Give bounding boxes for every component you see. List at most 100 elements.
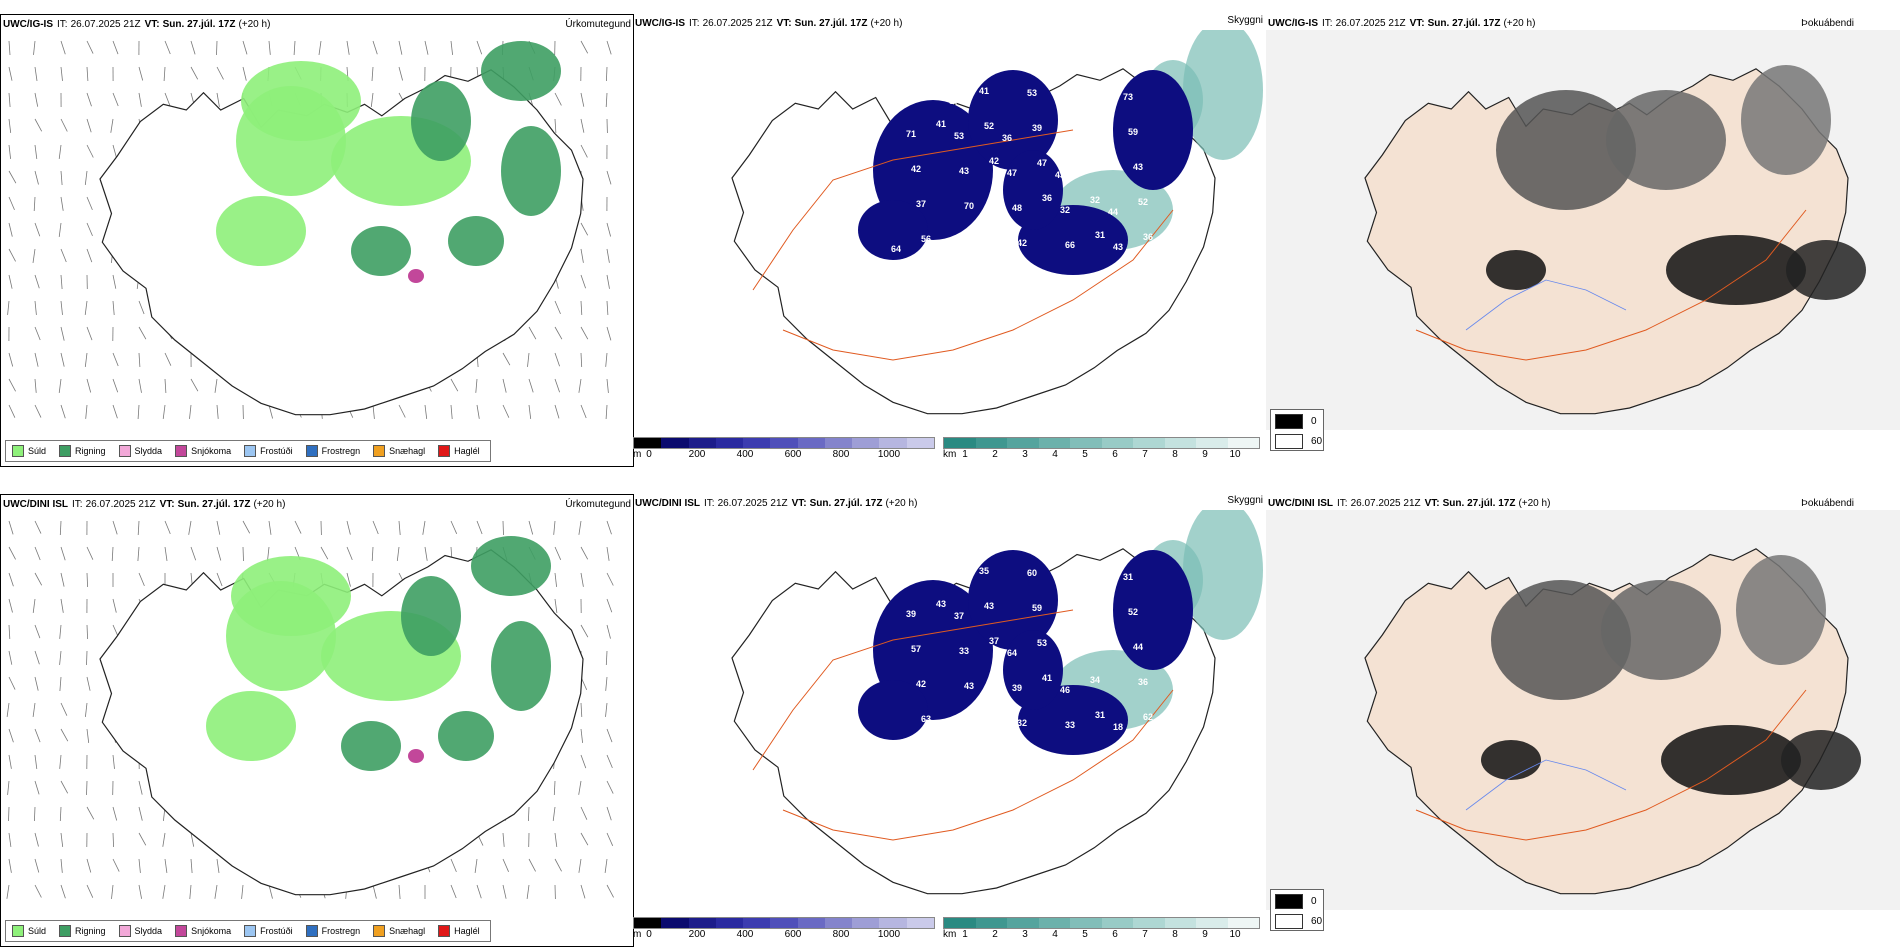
precip-legend: Súld Rigning Slydda Snjókoma Frostúði Frostre… bbox=[5, 920, 491, 942]
ceiling-value-label: 68 bbox=[931, 564, 941, 574]
legend-item: Frostregn bbox=[305, 445, 361, 457]
ceiling-value-label: 78 bbox=[901, 94, 911, 104]
ceiling-value-label: 37 bbox=[916, 199, 926, 209]
ceiling-value-label: 44 bbox=[1108, 207, 1118, 217]
ceiling-value-label: 32 bbox=[1060, 205, 1070, 215]
lead-time: (+20 h) bbox=[238, 18, 271, 30]
visibility-colorbar: km 1 2 3 4 5 6 7 8 9 10 bbox=[943, 437, 1260, 463]
valid-time: Sun. 27.júl. 17Z bbox=[177, 498, 251, 510]
ceiling-value-label: 43 bbox=[1113, 242, 1123, 252]
init-time-label: IT: bbox=[1322, 17, 1333, 29]
init-time: 26.07.2025 21Z bbox=[70, 18, 141, 30]
ceiling-value-label: 53 bbox=[1037, 638, 1047, 648]
precip-type-panel-row1: UWC/IG-IS IT: 26.07.2025 21Z VT: Sun. 27… bbox=[0, 14, 634, 467]
ceiling-value-label: 38 bbox=[1070, 755, 1080, 765]
legend-label: Rigning bbox=[75, 446, 106, 456]
legend-label: Súld bbox=[28, 926, 47, 936]
precip-map bbox=[6, 520, 614, 900]
fog-legend: 0 60 bbox=[1270, 889, 1324, 931]
ceiling-value-label: 53 bbox=[954, 131, 964, 141]
fog-swatch bbox=[1275, 914, 1303, 929]
colorbar-tick-label: 200 bbox=[688, 929, 706, 940]
valid-time: Sun. 27.júl. 17Z bbox=[1427, 17, 1501, 29]
ceiling-visibility-panel-row1: UWC/IG-IS IT: 26.07.2025 21Z VT: Sun. 27… bbox=[633, 14, 1265, 465]
colorbar-tick-label: 8 bbox=[1172, 449, 1178, 460]
colorbar-tick-label: 0 bbox=[646, 449, 652, 460]
ceiling-value-label: 33 bbox=[959, 646, 969, 656]
panel-title: Skyggni bbox=[1227, 14, 1263, 26]
valid-time-label: VT: bbox=[159, 498, 175, 510]
ceiling-value-label: 52 bbox=[1128, 607, 1138, 617]
legend-label: Frostúði bbox=[260, 926, 293, 936]
panel-header: UWC/DINI ISL IT: 26.07.2025 21Z VT: Sun.… bbox=[3, 497, 631, 511]
ceiling-value-label: 38 bbox=[1118, 757, 1128, 767]
fog-swatch bbox=[1275, 894, 1303, 909]
panel-header: UWC/IG-IS IT: 26.07.2025 21Z VT: Sun. 27… bbox=[1268, 16, 1898, 30]
legend-item: Súld bbox=[12, 925, 46, 937]
legend-label: Frostregn bbox=[321, 446, 361, 456]
init-time: 26.07.2025 21Z bbox=[1350, 497, 1421, 509]
fog-swatch bbox=[1275, 434, 1303, 449]
ceiling-value-label: 59 bbox=[1128, 127, 1138, 137]
legend-label: Slydda bbox=[134, 926, 163, 936]
fog-legend-row: 0 bbox=[1275, 414, 1317, 429]
ceiling-value-label: 56 bbox=[1148, 747, 1158, 757]
fog-legend-label: 60 bbox=[1311, 436, 1323, 447]
fog-areas bbox=[1481, 555, 1861, 795]
legend-item: Snæhagl bbox=[373, 925, 425, 937]
ceiling-value-label: 43 bbox=[1133, 162, 1143, 172]
ceiling-value-label: 33 bbox=[1065, 720, 1075, 730]
colorbar-tick-label: 6 bbox=[1112, 929, 1118, 940]
ceiling-value-label: 28 bbox=[926, 269, 936, 279]
ceiling-value-label: 31 bbox=[1095, 230, 1105, 240]
colorbar-tick-label: 3 bbox=[1022, 449, 1028, 460]
roads bbox=[1415, 689, 1807, 841]
lead-time: (+20 h) bbox=[1503, 17, 1536, 29]
panel-header: UWC/IG-IS IT: 26.07.2025 21Z VT: Sun. 27… bbox=[635, 14, 1263, 30]
ceiling-labels: 38 43 37 41 31 56 68 43 53 34 62 48 35 59 55 36 63 55 60 39… bbox=[883, 562, 1158, 767]
lead-time: (+20 h) bbox=[885, 497, 918, 509]
legend-swatch bbox=[175, 925, 188, 937]
ceiling-value-label: 40 bbox=[1080, 125, 1090, 135]
init-time-label: IT: bbox=[689, 17, 700, 29]
ceiling-value-label: 39 bbox=[1012, 683, 1022, 693]
ceiling-value-label: 47 bbox=[1007, 168, 1017, 178]
valid-time: Sun. 27.júl. 17Z bbox=[809, 497, 883, 509]
legend-label: Rigning bbox=[75, 926, 106, 936]
ceiling-value-label: 39 bbox=[906, 609, 916, 619]
valid-time-label: VT: bbox=[776, 17, 792, 29]
precip-type-panel-row2: UWC/DINI ISL IT: 26.07.2025 21Z VT: Sun.… bbox=[0, 494, 634, 947]
lead-time: (+20 h) bbox=[253, 498, 286, 510]
ceiling-value-label: 18 bbox=[1113, 722, 1123, 732]
colorbar-tick-label: 600 bbox=[784, 449, 802, 460]
legend-label: Snjókoma bbox=[191, 446, 232, 456]
fog-swatch bbox=[1275, 414, 1303, 429]
ceiling-value-label: 63 bbox=[921, 714, 931, 724]
legend-label: Súld bbox=[28, 446, 47, 456]
ceiling-value-label: 43 bbox=[964, 681, 974, 691]
legend-label: Slydda bbox=[134, 446, 163, 456]
ceiling-value-label: 38 bbox=[883, 562, 893, 572]
legend-swatch bbox=[118, 925, 131, 937]
colorbar-tick-label: 400 bbox=[736, 449, 754, 460]
fog-areas bbox=[1486, 65, 1866, 305]
colorbar-tick-label: 2 bbox=[992, 929, 998, 940]
fog-legend-row: 60 bbox=[1275, 434, 1322, 449]
ceiling-value-label: 43 bbox=[1055, 170, 1065, 180]
ceiling-value-label: 122 bbox=[1075, 570, 1090, 580]
legend-swatch bbox=[373, 445, 386, 457]
legend-label: Haglél bbox=[454, 926, 480, 936]
visibility-colorbar: km 1 2 3 4 5 6 7 8 9 10 bbox=[943, 917, 1260, 943]
colorbar-tick-label: 4 bbox=[1052, 929, 1058, 940]
rivers bbox=[1465, 759, 1627, 811]
rivers bbox=[1465, 279, 1627, 331]
model-name: UWC/DINI ISL bbox=[3, 498, 68, 510]
legend-swatch bbox=[244, 445, 257, 457]
precip-legend: Súld Rigning Slydda Snjókoma Frostúði Frostre… bbox=[5, 440, 491, 462]
colorbar-tick-label: 3 bbox=[1022, 929, 1028, 940]
ceiling-visibility-panel-row2: UWC/DINI ISL IT: 26.07.2025 21Z VT: Sun.… bbox=[633, 494, 1265, 945]
legend-item: Rigning bbox=[59, 925, 106, 937]
colorbar-tick-label: 1 bbox=[962, 929, 968, 940]
valid-time-label: VT: bbox=[791, 497, 807, 509]
ceiling-value-label: 45 bbox=[1148, 267, 1158, 277]
